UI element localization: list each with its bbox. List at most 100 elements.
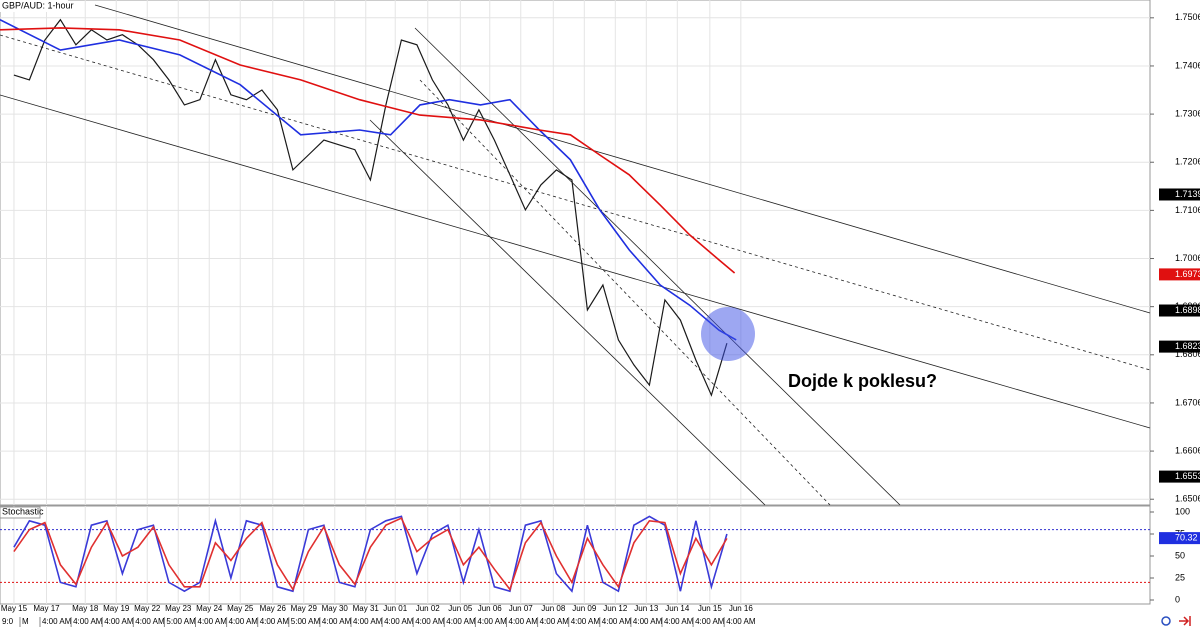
time-label: 4:00 AM	[477, 617, 507, 626]
series-line	[13, 517, 728, 592]
axis: 1.7506 1.7406 1.7306 1.7206 1.7106 1.7006 1.69…	[1, 12, 1200, 627]
y-tick-label: 1.6606	[1175, 445, 1200, 455]
highlight-circle	[701, 307, 755, 361]
series-line	[0, 18, 737, 341]
x-tick-label: May 23	[165, 604, 192, 613]
price-badge	[1159, 268, 1200, 281]
price-badge-label: 1.6898	[1175, 305, 1200, 315]
time-label: M	[22, 617, 29, 626]
time-label: 4:00 AM	[135, 617, 165, 626]
annotation: Dojde k poklesu?	[788, 371, 937, 391]
x-tick-label: Jun 02	[416, 604, 441, 613]
x-tick-label: Jun 05	[448, 604, 473, 613]
y-tick-label: 0	[1175, 594, 1180, 604]
main-panel	[0, 0, 1151, 506]
x-tick-label: Jun 01	[383, 604, 408, 613]
stoch-title: Stochastic	[2, 506, 44, 516]
price-badge-label: 1.6823	[1175, 341, 1200, 351]
x-tick-label: May 30	[322, 604, 349, 613]
x-tick-label: Jun 06	[478, 604, 503, 613]
y-tick-label: 1.7306	[1175, 108, 1200, 118]
time-label: 4:00 AM	[633, 617, 663, 626]
time-label: 4:00 AM	[42, 617, 72, 626]
steep-lower	[369, 119, 766, 506]
bottom-icons	[1161, 616, 1191, 626]
time-label: 4:00 AM	[104, 617, 134, 626]
x-tick-label: May 26	[260, 604, 287, 613]
time-label: 4:00 AM	[509, 617, 539, 626]
icon[interactable]	[1161, 616, 1171, 626]
time-label: 4:00 AM	[695, 617, 725, 626]
stochastic-panel	[0, 505, 1151, 605]
icon[interactable]	[1179, 616, 1191, 626]
title-bg	[0, 0, 68, 12]
stoch-badge	[1159, 532, 1200, 545]
x-tick-label: Jun 08	[541, 604, 566, 613]
chart-title: GBP/AUD: 1-hour	[2, 0, 74, 10]
time-label: 5:00 AM	[166, 617, 196, 626]
price-badge	[1159, 304, 1200, 317]
y-tick-label: 100	[1175, 506, 1190, 516]
channel-mid	[0, 34, 1151, 371]
time-label: 4:00 AM	[198, 617, 228, 626]
x-tick-label: Jun 13	[634, 604, 659, 613]
x-tick-label: May 24	[196, 604, 223, 613]
channel-upper	[94, 4, 1151, 314]
y-tick-label: 1.7406	[1175, 60, 1200, 70]
price-badge	[1159, 470, 1200, 483]
y-tick-label: 50	[1175, 550, 1185, 560]
x-tick-label: May 17	[33, 604, 60, 613]
x-tick-label: May 19	[103, 604, 130, 613]
time-label: 4:00 AM	[415, 617, 445, 626]
time-label: 4:00 AM	[602, 617, 632, 626]
x-tick-label: May 22	[134, 604, 161, 613]
time-label: 4:00 AM	[260, 617, 290, 626]
y-tick-label: 1.7506	[1175, 12, 1200, 22]
price-badge-label: 1.6553	[1175, 471, 1200, 481]
x-tick-label: Jun 15	[698, 604, 723, 613]
x-tick-label: Jun 14	[665, 604, 690, 613]
time-label: 4:00 AM	[229, 617, 259, 626]
time-label: 4:00 AM	[446, 617, 476, 626]
time-label: 4:00 AM	[540, 617, 570, 626]
y-tick-label: 1.7006	[1175, 253, 1200, 263]
stoch-badge-label: 70.32	[1175, 532, 1198, 542]
plot	[0, 18, 1150, 593]
y-tick-label: 1.6506	[1175, 494, 1200, 504]
price-badge	[1159, 340, 1200, 353]
price-badge	[1159, 188, 1200, 201]
trend-lines	[0, 4, 1151, 506]
series-line	[13, 515, 728, 593]
time-label: 4:00 AM	[664, 617, 694, 626]
series-line	[13, 18, 728, 397]
x-tick-label: Jun 09	[572, 604, 597, 613]
x-tick-label: Jun 12	[603, 604, 628, 613]
time-label: 4:00 AM	[384, 617, 414, 626]
x-tick-label: May 29	[291, 604, 318, 613]
x-tick-label: Jun 07	[509, 604, 534, 613]
y-tick-label: 1.7106	[1175, 205, 1200, 215]
x-tick-label: May 31	[353, 604, 380, 613]
x-tick-label: Jun 16	[729, 604, 754, 613]
y-tick-label: 1.7206	[1175, 157, 1200, 167]
time-label: 4:00 AM	[353, 617, 383, 626]
y-tick-label: 1.6806	[1175, 349, 1200, 359]
x-tick-label: May 25	[227, 604, 254, 613]
time-label: 4:00 AM	[571, 617, 601, 626]
x-tick-label: May 15	[1, 604, 28, 613]
time-label: 5:00 AM	[291, 617, 321, 626]
series-line	[0, 27, 736, 274]
steep-upper	[414, 27, 901, 506]
time-label: 9:0	[2, 617, 14, 626]
stoch-title-bg	[0, 506, 41, 519]
channel-lower	[0, 94, 1151, 429]
time-label: 4:00 AM	[322, 617, 352, 626]
x-tick-label: May 18	[72, 604, 99, 613]
time-label: 4:00 AM	[726, 617, 756, 626]
price-badge-label: 1.6973	[1175, 269, 1200, 279]
y-tick-label: 25	[1175, 572, 1185, 582]
y-tick-label: 1.6706	[1175, 397, 1200, 407]
grid	[0, 0, 1150, 604]
